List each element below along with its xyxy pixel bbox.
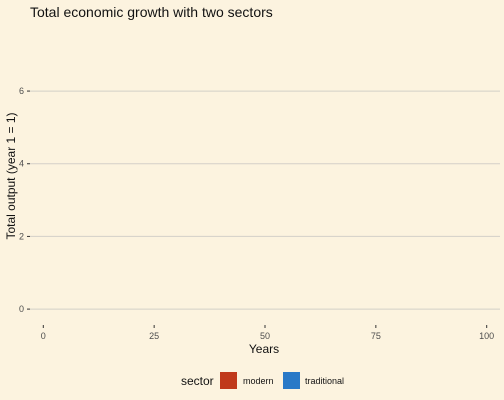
x-tick-label-25: 25 bbox=[149, 331, 159, 341]
gridlines bbox=[30, 90, 500, 310]
y-tick-label-2: 2 bbox=[19, 231, 24, 241]
y-axis-label: Total output (year 1 = 1) bbox=[4, 112, 18, 239]
y-tick-label-4: 4 bbox=[19, 159, 24, 169]
legend: sector modern traditional bbox=[181, 372, 344, 389]
x-tick-label-0: 0 bbox=[41, 331, 46, 341]
x-tick-label-75: 75 bbox=[371, 331, 381, 341]
legend-swatch-traditional bbox=[283, 372, 300, 389]
x-tick-label-100: 100 bbox=[479, 331, 494, 341]
legend-title: sector bbox=[181, 374, 214, 388]
legend-label-traditional: traditional bbox=[305, 376, 344, 386]
legend-label-modern: modern bbox=[243, 376, 274, 386]
y-axis-ticks: 0 2 4 6 bbox=[19, 86, 30, 314]
x-tick-label-50: 50 bbox=[260, 331, 270, 341]
y-tick-label-6: 6 bbox=[19, 86, 24, 96]
y-tick-label-0: 0 bbox=[19, 304, 24, 314]
chart-title: Total economic growth with two sectors bbox=[30, 4, 273, 20]
legend-swatch-modern bbox=[220, 372, 237, 389]
x-axis-ticks: 0 25 50 75 100 bbox=[41, 325, 494, 341]
x-axis-label: Years bbox=[249, 342, 279, 356]
